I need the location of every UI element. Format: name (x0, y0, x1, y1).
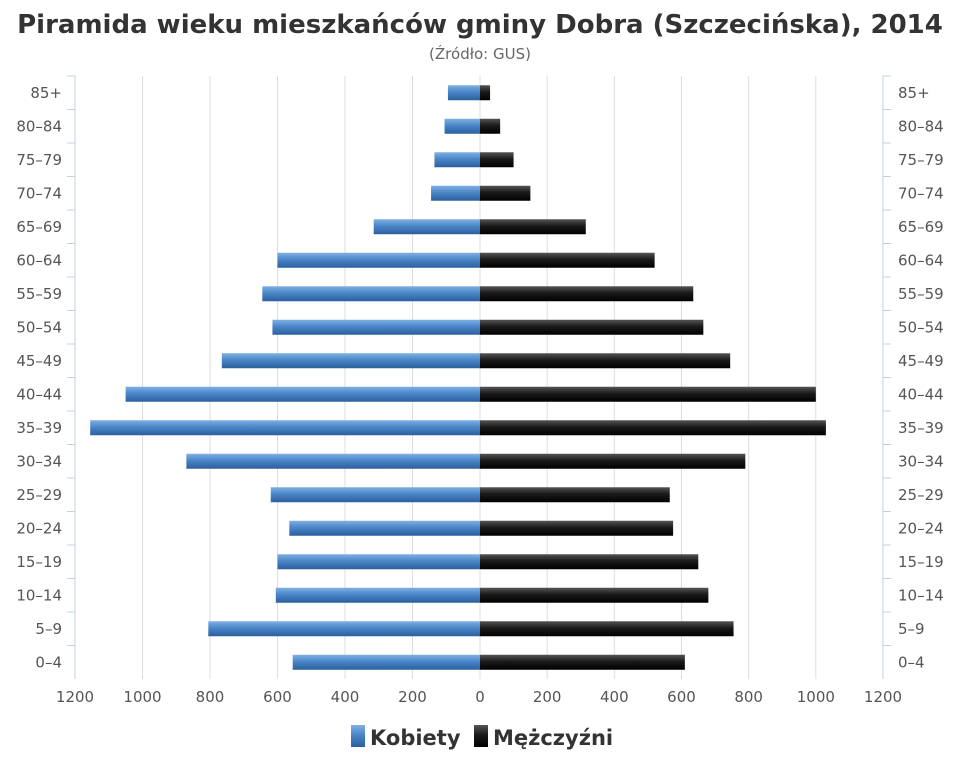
bar-mezczyzni[interactable] (480, 353, 731, 369)
age-group-label-right: 30–34 (898, 452, 944, 470)
age-group-label-right: 15–19 (898, 553, 944, 571)
age-group-label-right: 75–79 (898, 151, 944, 169)
age-group-label-right: 65–69 (898, 218, 944, 236)
bar-kobiety[interactable] (444, 118, 480, 134)
age-group-label-left: 45–49 (16, 352, 62, 370)
bar-mezczyzni[interactable] (480, 487, 670, 503)
legend-item-kobiety[interactable]: Kobiety (351, 725, 461, 750)
bar-kobiety[interactable] (186, 453, 480, 469)
chart-title: Piramida wieku mieszkańców gminy Dobra (… (17, 10, 943, 40)
bar-kobiety[interactable] (90, 420, 480, 436)
legend-swatch (351, 725, 365, 747)
x-tick-label: 600 (263, 688, 292, 706)
grid-lines (142, 76, 817, 679)
bar-kobiety[interactable] (373, 219, 480, 235)
bar-kobiety[interactable] (125, 386, 480, 402)
x-tick-label: 600 (667, 688, 696, 706)
age-group-label-left: 60–64 (16, 251, 62, 269)
bar-mezczyzni[interactable] (480, 420, 826, 436)
bar-kobiety[interactable] (275, 587, 480, 603)
age-group-label-left: 40–44 (16, 385, 62, 403)
axes: 1200 1000 800 600 400 200 0 200 400 600 800 1000 120… (16, 75, 944, 706)
bar-kobiety[interactable] (431, 185, 480, 201)
x-tick-label: 400 (600, 688, 629, 706)
bar-mezczyzni[interactable] (480, 319, 704, 335)
bars (90, 85, 826, 670)
bar-mezczyzni[interactable] (480, 386, 816, 402)
legend-item-mezczyzni[interactable]: Mężczyźni (474, 725, 613, 750)
bar-mezczyzni[interactable] (480, 185, 531, 201)
age-group-label-left: 80–84 (16, 117, 62, 135)
x-tick-label: 1200 (864, 688, 902, 706)
x-tick-label: 1200 (56, 688, 94, 706)
legend-swatch (474, 725, 488, 747)
bar-kobiety[interactable] (270, 487, 480, 503)
age-group-label-right: 85+ (898, 84, 930, 102)
age-group-label-left: 20–24 (16, 519, 62, 537)
bar-kobiety[interactable] (208, 621, 480, 637)
bar-mezczyzni[interactable] (480, 85, 491, 101)
age-group-label-left: 70–74 (16, 184, 62, 202)
x-tick-label: 400 (331, 688, 360, 706)
age-group-label-left: 50–54 (16, 318, 62, 336)
age-group-label-left: 10–14 (16, 586, 62, 604)
bar-mezczyzni[interactable] (480, 520, 674, 536)
age-group-label-left: 25–29 (16, 486, 62, 504)
age-group-label-right: 55–59 (898, 285, 944, 303)
age-group-label-right: 45–49 (898, 352, 944, 370)
age-group-label-left: 75–79 (16, 151, 62, 169)
age-group-label-right: 50–54 (898, 318, 944, 336)
bar-mezczyzni[interactable] (480, 286, 694, 302)
age-group-label-right: 70–74 (898, 184, 944, 202)
age-group-label-left: 55–59 (16, 285, 62, 303)
bar-mezczyzni[interactable] (480, 654, 685, 670)
bar-kobiety[interactable] (292, 654, 480, 670)
bar-mezczyzni[interactable] (480, 118, 501, 134)
bar-kobiety[interactable] (272, 319, 480, 335)
legend-label: Mężczyźni (493, 726, 613, 750)
bar-kobiety[interactable] (262, 286, 480, 302)
age-group-label-left: 0–4 (35, 653, 62, 671)
bar-mezczyzni[interactable] (480, 252, 655, 268)
bar-mezczyzni[interactable] (480, 621, 734, 637)
chart-subtitle: (Źródło: GUS) (429, 44, 531, 63)
age-group-label-right: 10–14 (898, 586, 944, 604)
legend[interactable]: Kobiety Mężczyźni (351, 725, 613, 750)
bar-kobiety[interactable] (434, 152, 480, 168)
age-group-label-right: 0–4 (898, 653, 925, 671)
age-group-label-left: 5–9 (35, 620, 62, 638)
x-tick-label: 1000 (797, 688, 835, 706)
legend-label: Kobiety (370, 726, 461, 750)
x-tick-label: 200 (533, 688, 562, 706)
age-group-label-left: 85+ (30, 84, 62, 102)
bar-mezczyzni[interactable] (480, 219, 586, 235)
bar-kobiety[interactable] (277, 554, 481, 570)
bar-kobiety[interactable] (289, 520, 480, 536)
bar-mezczyzni[interactable] (480, 587, 709, 603)
bar-kobiety[interactable] (447, 85, 480, 101)
x-tick-label: 800 (196, 688, 225, 706)
x-tick-label: 800 (734, 688, 763, 706)
bar-kobiety[interactable] (221, 353, 480, 369)
age-group-label-left: 15–19 (16, 553, 62, 571)
age-group-label-left: 65–69 (16, 218, 62, 236)
age-group-label-right: 60–64 (898, 251, 944, 269)
age-group-label-right: 80–84 (898, 117, 944, 135)
bar-mezczyzni[interactable] (480, 554, 699, 570)
age-group-label-right: 25–29 (898, 486, 944, 504)
bar-mezczyzni[interactable] (480, 453, 746, 469)
x-tick-label: 200 (398, 688, 427, 706)
age-group-label-right: 35–39 (898, 419, 944, 437)
age-group-label-right: 5–9 (898, 620, 925, 638)
x-tick-label: 1000 (123, 688, 161, 706)
age-group-label-left: 35–39 (16, 419, 62, 437)
x-tick-label: 0 (475, 688, 485, 706)
age-group-label-right: 40–44 (898, 385, 944, 403)
bar-kobiety[interactable] (277, 252, 481, 268)
age-group-label-right: 20–24 (898, 519, 944, 537)
bar-mezczyzni[interactable] (480, 152, 514, 168)
age-group-label-left: 30–34 (16, 452, 62, 470)
